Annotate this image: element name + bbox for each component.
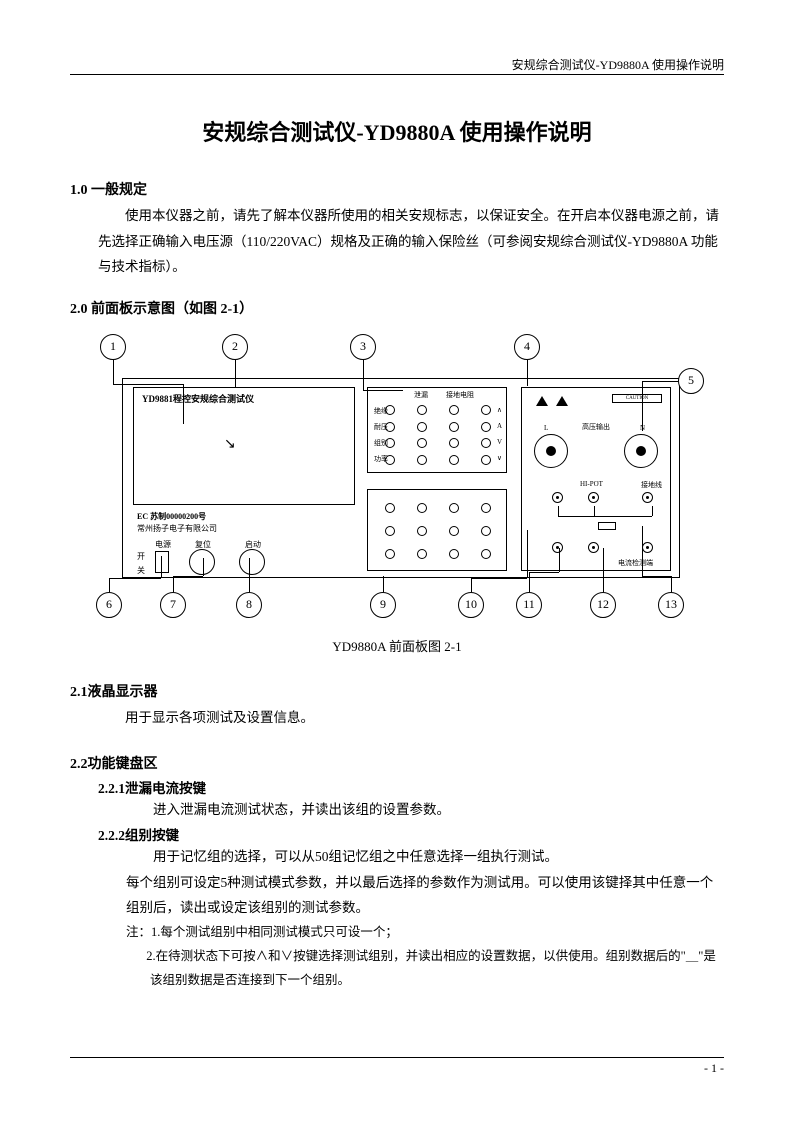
page-footer: - 1 - <box>70 1057 724 1076</box>
callout-3: 3 <box>350 334 376 360</box>
section-2-2-2-heading: 2.2.2组别按键 <box>98 824 724 844</box>
section-1-heading: 1.0 一般规定 <box>70 179 724 199</box>
section-2-2-1-body: 进入泄漏电流测试状态，并读出该组的设置参数。 <box>126 797 724 823</box>
section-1-body: 使用本仪器之前，请先了解本仪器所使用的相关安规标志，以保证安全。在开启本仪器电源… <box>98 203 720 280</box>
hipot-label: HI-POT <box>580 480 603 488</box>
callout-1: 1 <box>100 334 126 360</box>
header-rule <box>70 74 724 75</box>
callout-7: 7 <box>160 592 186 618</box>
running-header: 安规综合测试仪-YD9880A 使用操作说明 <box>512 56 724 73</box>
callout-4: 4 <box>514 334 540 360</box>
callout-12: 12 <box>590 592 616 618</box>
power-switch <box>155 551 169 573</box>
jack-2 <box>588 492 599 503</box>
start-button <box>239 549 265 575</box>
figure-caption: YD9880A 前面板图 2-1 <box>70 636 724 655</box>
hv-jack-n <box>624 434 658 468</box>
section-2-2-1-heading: 2.2.1泄漏电流按键 <box>98 777 724 797</box>
section-2-2-2-p2: 每个组别可设定5种测试模式参数，并以最后选择的参数作为测试用。可以使用该键择其中… <box>126 870 724 921</box>
arrow-icon: ↘ <box>224 436 236 453</box>
callout-9: 9 <box>370 592 396 618</box>
on-label: 开 <box>137 551 145 562</box>
note-label: 注：1.每个测试组别中相同测试模式只可设一个； <box>126 921 724 945</box>
note-2: 2.在待测状态下可按∧和∨按键选择测试组别，并读出相应的设置数据，以供使用。组别… <box>150 945 724 993</box>
off-label: 关 <box>137 565 145 576</box>
hv-jack-l <box>534 434 568 468</box>
jack-6 <box>642 542 653 553</box>
jack-3 <box>642 492 653 503</box>
output-panel: CAUTION 高压输出 L N HI-POT 接地线 <box>521 387 671 571</box>
cert-label: EC 苏制00000200号 <box>137 511 206 522</box>
section-2-2-2-p1: 用于记忆组的选择，可以从50组记忆组之中任意选择一组执行测试。 <box>126 844 724 870</box>
function-keypad-upper: 泄漏 接地电阻 绝缘 耐压 组别 功率 ∧ A V ∨ <box>367 387 507 473</box>
section-2-heading: 2.0 前面板示意图（如图 2-1） <box>70 298 724 318</box>
callout-6: 6 <box>96 592 122 618</box>
company-label: 常州扬子电子有限公司 <box>137 523 217 534</box>
jack-4 <box>552 542 563 553</box>
callout-10: 10 <box>458 592 484 618</box>
front-panel-diagram: 1 2 3 4 5 6 7 8 9 10 11 12 13 YD9881程控安规… <box>82 328 712 628</box>
reset-button <box>189 549 215 575</box>
hv-out-label: 高压输出 <box>582 422 610 432</box>
callout-11: 11 <box>516 592 542 618</box>
callout-2: 2 <box>222 334 248 360</box>
section-2-2-heading: 2.2功能键盘区 <box>70 753 724 773</box>
section-2-1-body: 用于显示各项测试及设置信息。 <box>98 705 724 731</box>
function-keypad-lower <box>367 489 507 571</box>
jack-5 <box>588 542 599 553</box>
page-title: 安规综合测试仪-YD9880A 使用操作说明 <box>70 115 724 147</box>
l-label: L <box>544 424 548 432</box>
instrument-panel: YD9881程控安规综合测试仪 ↘ EC 苏制00000200号 常州扬子电子有… <box>122 378 680 578</box>
power-label: 电源 <box>153 539 173 550</box>
callout-13: 13 <box>658 592 684 618</box>
jack-1 <box>552 492 563 503</box>
callout-5: 5 <box>678 368 704 394</box>
page-number: - 1 - <box>704 1061 724 1075</box>
lcd-screen: YD9881程控安规综合测试仪 ↘ <box>133 387 355 505</box>
caution-label: CAUTION <box>612 394 662 403</box>
section-2-1-heading: 2.1液晶显示器 <box>70 681 724 701</box>
callout-8: 8 <box>236 592 262 618</box>
model-label: YD9881程控安规综合测试仪 <box>142 392 254 405</box>
